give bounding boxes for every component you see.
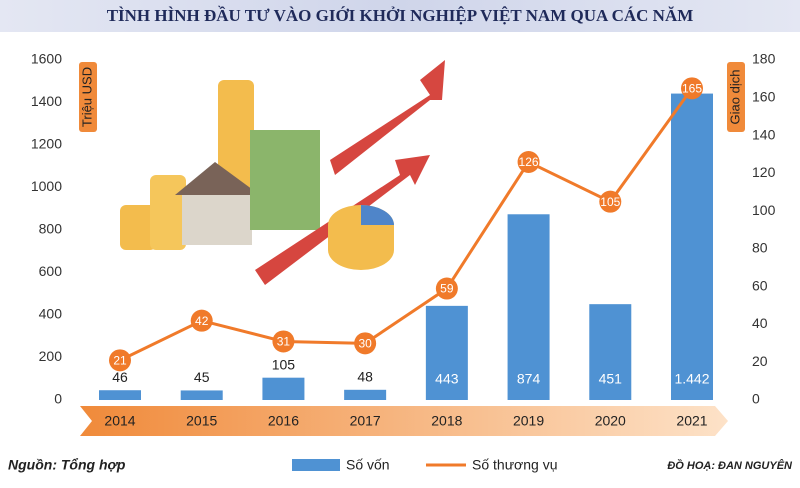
bar xyxy=(425,305,468,400)
y2-tick-label: 60 xyxy=(752,277,768,293)
y2-tick-label: 140 xyxy=(752,126,776,142)
y-tick-label: 0 xyxy=(54,391,62,407)
line-point xyxy=(681,77,703,100)
y-tick-label: 1600 xyxy=(31,51,62,67)
y-tick-label: 200 xyxy=(39,348,63,364)
y2-tick-label: 100 xyxy=(752,202,776,218)
bar-value-label: 451 xyxy=(599,371,623,387)
y-tick-label: 400 xyxy=(39,306,63,322)
line-value-label: 126 xyxy=(519,155,539,169)
y-label-box xyxy=(79,62,97,132)
credit: ĐỒ HOẠ: ĐAN NGUYÊN xyxy=(667,459,793,472)
y2-label-box xyxy=(727,62,745,132)
line-point xyxy=(190,309,213,332)
bar xyxy=(99,390,141,400)
bar xyxy=(262,377,305,400)
bar-value-label: 46 xyxy=(112,369,128,385)
legend-label: Số vốn xyxy=(346,457,390,473)
bar-value-label: 1.442 xyxy=(674,371,709,387)
y2-tick-label: 80 xyxy=(752,240,768,256)
chart-title: TÌNH HÌNH ĐẦU TƯ VÀO GIỚI KHỞI NGHIỆP VI… xyxy=(107,6,694,25)
bar-value-label: 874 xyxy=(517,371,541,387)
y-axis-label: Triệu USD xyxy=(79,67,94,127)
y2-tick-label: 180 xyxy=(752,51,776,67)
y2-tick-label: 0 xyxy=(752,391,760,407)
x-tick-label: 2016 xyxy=(268,413,299,429)
bar xyxy=(180,390,223,400)
y2-tick-label: 40 xyxy=(752,315,768,331)
legend-label: Số thương vụ xyxy=(472,457,558,473)
legend-swatch xyxy=(292,459,340,471)
bar xyxy=(344,389,387,400)
category-strip xyxy=(80,406,728,436)
line-point xyxy=(354,332,377,355)
illustration xyxy=(120,60,445,285)
bar xyxy=(507,214,550,400)
y-tick-label: 1000 xyxy=(31,178,62,194)
bar xyxy=(671,93,713,400)
bar xyxy=(589,304,632,400)
y2-tick-label: 120 xyxy=(752,164,776,180)
bar-value-label: 45 xyxy=(194,369,210,385)
y2-axis-label: Giao dịch xyxy=(727,70,742,125)
line-point xyxy=(109,349,131,372)
bar-value-label: 443 xyxy=(435,371,459,387)
y-tick-label: 1400 xyxy=(31,93,62,109)
line-value-label: 165 xyxy=(682,82,702,96)
x-tick-label: 2020 xyxy=(595,413,626,429)
x-tick-label: 2014 xyxy=(104,413,135,429)
x-tick-label: 2018 xyxy=(431,413,462,429)
line-value-label: 105 xyxy=(600,195,620,209)
line-value-label: 42 xyxy=(195,314,209,328)
y-tick-label: 1200 xyxy=(31,136,62,152)
line-value-label: 59 xyxy=(440,282,454,296)
bar-value-label: 105 xyxy=(272,356,296,372)
line-value-label: 30 xyxy=(358,337,372,351)
x-tick-label: 2021 xyxy=(676,413,707,429)
x-tick-label: 2015 xyxy=(186,413,217,429)
line-value-label: 31 xyxy=(277,335,291,349)
x-tick-label: 2017 xyxy=(350,413,381,429)
line-point xyxy=(435,277,458,300)
bar-value-label: 48 xyxy=(357,369,373,385)
y2-tick-label: 20 xyxy=(752,353,768,369)
x-tick-label: 2019 xyxy=(513,413,544,429)
line-point xyxy=(599,190,622,213)
line-point xyxy=(272,330,295,353)
y-tick-label: 600 xyxy=(39,263,63,279)
y2-tick-label: 160 xyxy=(752,88,776,104)
y-tick-label: 800 xyxy=(39,221,63,237)
title-bar xyxy=(0,0,800,32)
line-value-label: 21 xyxy=(113,354,127,368)
source: Nguồn: Tổng hợp xyxy=(8,457,126,473)
line xyxy=(119,87,694,362)
line-point xyxy=(517,151,540,173)
